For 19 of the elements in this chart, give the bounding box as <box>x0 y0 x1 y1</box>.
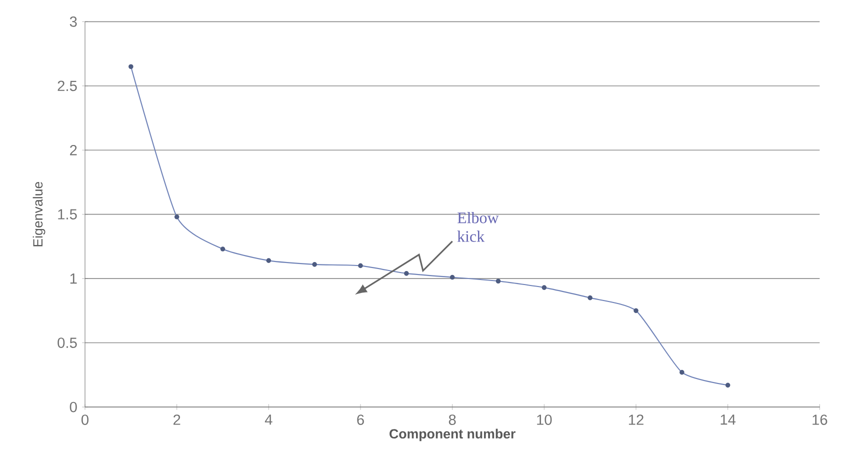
x-tick-label: 12 <box>628 414 644 425</box>
annotation: Elbow kick <box>457 212 499 242</box>
y-tick-label: 2.5 <box>58 80 77 92</box>
y-axis-title: Eigenvalue <box>32 182 46 246</box>
y-tick-label: 3 <box>70 16 77 27</box>
y-tick-label: 0 <box>70 402 77 412</box>
x-tick-label: 6 <box>357 414 364 425</box>
x-tick-label: 0 <box>81 414 88 425</box>
x-tick-label: 2 <box>173 414 180 425</box>
x-tick-label: 10 <box>537 414 552 425</box>
x-tick-label: 16 <box>812 414 828 425</box>
x-axis-title: Component number <box>390 428 516 442</box>
y-tick-label: 0.5 <box>58 338 77 348</box>
x-tick-label: 14 <box>720 414 736 425</box>
x-tick-label: 4 <box>264 414 272 425</box>
y-tick-label: 1 <box>70 274 77 284</box>
y-tick-label: 1.5 <box>58 209 77 220</box>
x-tick-label: 8 <box>448 414 456 425</box>
y-tick-label: 2 <box>70 145 77 156</box>
